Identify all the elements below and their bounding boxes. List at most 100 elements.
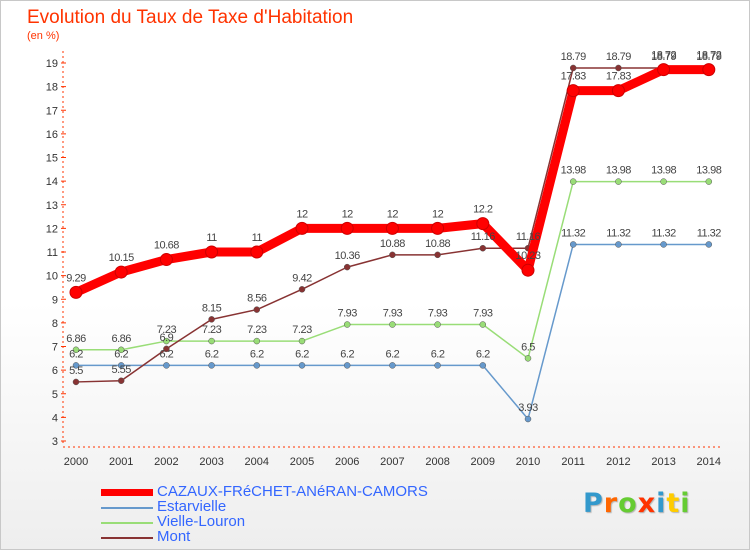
x-tick-label: 2004	[245, 456, 269, 468]
y-tick-label: 7	[52, 342, 58, 354]
data-label: 13.98	[651, 165, 676, 177]
x-tick-label: 2013	[651, 456, 675, 468]
y-tick-label: 16	[46, 129, 58, 141]
x-tick-label: 2011	[561, 456, 585, 468]
legend-swatch	[101, 537, 153, 539]
data-label: 6.86	[111, 333, 131, 345]
data-point	[163, 362, 170, 369]
data-point	[434, 362, 441, 369]
proxiti-logo: Proxiti	[583, 488, 691, 519]
data-label: 6.2	[476, 348, 490, 360]
data-label: 7.93	[383, 308, 403, 320]
data-point	[298, 362, 306, 369]
data-point	[343, 263, 351, 271]
data-point	[524, 415, 532, 423]
data-label: 17.83	[561, 71, 586, 83]
data-label: 11.16	[471, 231, 496, 243]
data-label: 6.5	[521, 341, 535, 353]
x-tick-label: 2005	[290, 456, 314, 468]
data-label: 13.98	[606, 165, 631, 177]
data-label: 7.23	[202, 324, 222, 336]
data-point	[521, 263, 535, 277]
data-point	[208, 316, 215, 323]
data-point	[114, 265, 128, 279]
data-point	[208, 362, 215, 369]
data-label: 12	[387, 208, 399, 220]
data-point	[250, 245, 264, 259]
data-point	[253, 337, 261, 345]
data-point	[476, 217, 490, 231]
data-point	[657, 63, 671, 77]
data-point	[117, 377, 125, 385]
data-label: 11.32	[651, 227, 676, 239]
data-point	[69, 285, 83, 299]
data-label: 10.36	[335, 250, 360, 262]
data-label: 12	[432, 208, 444, 220]
data-label: 17.83	[606, 71, 631, 83]
data-point	[569, 178, 577, 185]
data-label: 10.88	[380, 238, 405, 250]
data-point	[340, 221, 354, 235]
data-point	[389, 251, 396, 259]
data-label: 11.32	[561, 227, 586, 239]
data-point	[705, 241, 713, 248]
y-tick-label: 18	[46, 82, 58, 94]
data-label: 10.23	[515, 250, 540, 262]
data-point	[295, 221, 309, 235]
x-tick-label: 2001	[109, 456, 133, 468]
data-label: 8.56	[247, 293, 267, 305]
data-point	[298, 337, 306, 345]
data-label: 11	[252, 232, 263, 244]
data-label: 11	[206, 232, 217, 244]
data-point	[431, 221, 445, 235]
data-point	[117, 346, 125, 354]
y-tick-label: 13	[46, 200, 58, 212]
x-tick-label: 2010	[516, 456, 540, 468]
data-label: 13.98	[696, 165, 721, 177]
legend-swatch	[101, 507, 153, 509]
y-tick-label: 3	[52, 436, 58, 448]
x-tick-label: 2012	[606, 456, 630, 468]
data-point	[117, 362, 125, 369]
x-tick-label: 2014	[697, 456, 721, 468]
data-label: 6.2	[205, 348, 219, 360]
data-label: 6.9	[160, 332, 174, 344]
y-tick-label: 12	[46, 223, 58, 235]
chart-title: Evolution du Taux de Taxe d'Habitation	[27, 7, 354, 28]
data-label: 7.93	[428, 308, 448, 320]
data-label: 7.93	[337, 308, 357, 320]
data-label: 5.55	[111, 364, 131, 376]
x-tick-label: 2009	[471, 456, 495, 468]
x-tick-label: 2007	[380, 456, 404, 468]
x-tick-label: 2000	[64, 456, 88, 468]
data-point	[566, 84, 580, 98]
legend-label: Mont	[157, 528, 191, 545]
data-label: 7.23	[247, 324, 267, 336]
data-label: 11.16	[516, 231, 541, 243]
data-point	[343, 362, 351, 369]
data-label: 18.79	[696, 51, 721, 63]
data-label: 12	[342, 208, 354, 220]
data-point	[72, 378, 80, 386]
data-label: 6.2	[160, 348, 174, 360]
data-label: 18.79	[651, 51, 676, 63]
y-tick-label: 9	[52, 294, 58, 306]
data-label: 6.2	[69, 348, 83, 360]
data-point	[208, 337, 215, 345]
data-label: 12.2	[473, 204, 493, 216]
data-label: 9.29	[66, 272, 86, 284]
y-tick-label: 6	[52, 365, 58, 377]
y-tick-label: 4	[52, 412, 58, 424]
legend-swatch	[101, 522, 153, 524]
data-point	[385, 221, 399, 235]
data-label: 7.93	[473, 308, 493, 320]
y-tick-label: 14	[46, 176, 58, 188]
y-tick-label: 19	[46, 58, 58, 70]
data-label: 13.98	[561, 165, 586, 177]
data-point	[660, 178, 667, 185]
data-label: 6.2	[340, 348, 354, 360]
x-tick-label: 2003	[199, 456, 223, 468]
data-point	[253, 362, 261, 369]
